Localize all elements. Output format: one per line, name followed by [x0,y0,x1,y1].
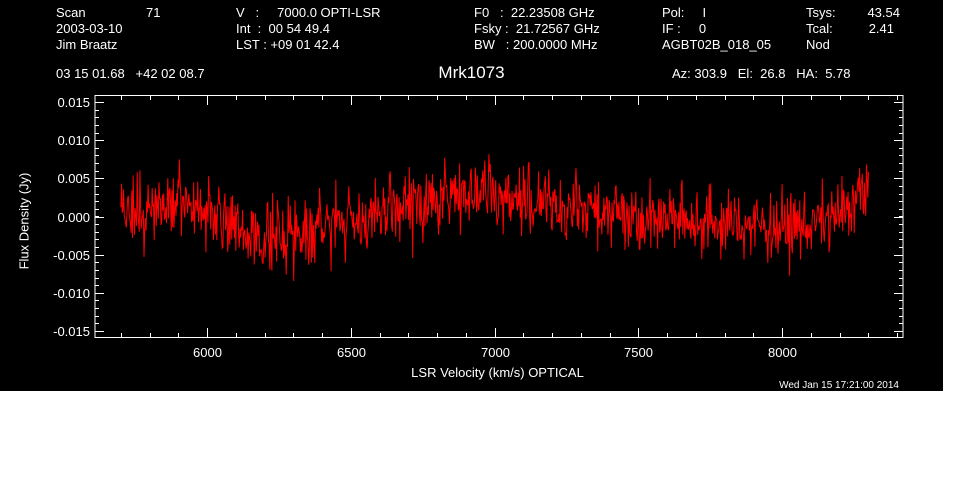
spectrum-layer [120,154,869,281]
az-el-ha-readout: Az: 303.9 El: 26.8 HA: 5.78 [672,66,851,81]
tcal-value: 2.41 [868,21,894,36]
y-tick-label: 0.015 [57,94,90,110]
y-tick-label: 0.005 [57,170,90,186]
bandwidth-line: BW : 200.0000 MHz [474,37,598,52]
spectrum-plot [94,95,904,338]
y-tick-label: -0.010 [53,285,90,301]
scan-label: Scan [56,5,86,20]
observing-mode: Nod [806,37,830,52]
sky-frequency-line: Fsky : 21.72567 GHz [474,21,600,36]
source-name: Mrk1073 [438,63,505,82]
source-coordinates: 03 15 01.68 +42 02 08.7 [56,66,205,81]
y-tick-label: -0.015 [53,323,90,339]
x-tick-label: 7000 [481,345,510,360]
tsys-value: 43.54 [867,5,900,20]
x-axis-title: LSR Velocity (km/s) OPTICAL [411,365,584,380]
x-tick-label: 6500 [337,345,366,360]
tick-marks [95,96,903,337]
project-id: AGBT02B_018_05 [662,37,772,52]
polarization-line: Pol: I [662,5,707,20]
x-tick-label: 6000 [193,345,222,360]
tcal-label: Tcal: [806,21,833,36]
x-tick-label: 7500 [624,345,653,360]
observer-name: Jim Braatz [56,37,118,52]
y-tick-label: 0.010 [57,132,90,148]
y-tick-label: 0.000 [57,209,90,225]
scan-number: 71 [146,5,161,20]
rest-frequency-line: F0 : 22.23508 GHz [474,5,595,20]
spectrum-line [120,154,869,281]
if-line: IF : 0 [662,21,707,36]
integration-line: Int : 00 54 49.4 [236,21,330,36]
velocity-line: V : 7000.0 OPTI-LSR [236,5,381,20]
tsys-label: Tsys: [806,5,836,20]
lst-line: LST : +09 01 42.4 [236,37,340,52]
plot-window: Scan 71 2003-03-10 Jim Braatz V : 7000.0… [0,0,943,391]
observation-date: 2003-03-10 [56,21,123,36]
plot-timestamp: Wed Jan 15 17:21:00 2014 [779,380,899,391]
x-tick-label: 8000 [768,345,797,360]
y-tick-label: -0.005 [53,247,90,263]
